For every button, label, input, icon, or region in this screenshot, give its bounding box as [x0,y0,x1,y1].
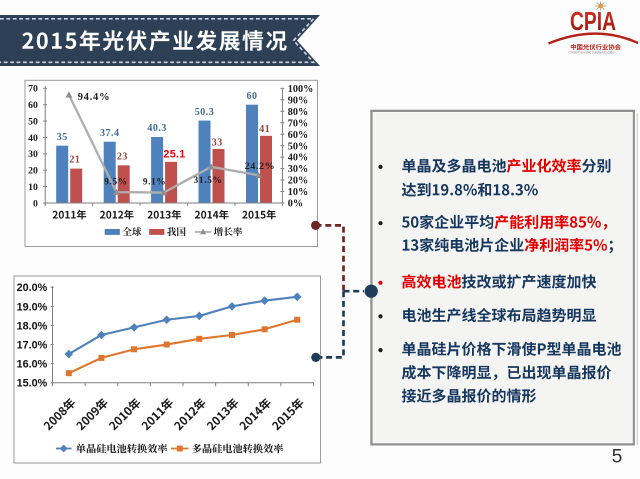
svg-text:19.0%: 19.0% [17,301,48,313]
svg-text:0: 0 [33,198,38,209]
svg-text:20: 20 [28,166,38,177]
svg-text:60: 60 [28,100,38,111]
svg-text:80%: 80% [288,107,308,118]
svg-text:50.3: 50.3 [195,107,215,118]
svg-text:20%: 20% [288,176,308,187]
svg-text:16.0%: 16.0% [17,359,48,371]
svg-text:5: 5 [612,446,623,467]
svg-text:33: 33 [212,138,223,149]
svg-text:100%: 100% [288,84,313,95]
svg-text:60: 60 [247,91,258,102]
svg-text:60%: 60% [288,130,308,141]
svg-text:23: 23 [117,152,128,163]
svg-text:50%: 50% [288,141,308,152]
svg-text:24.2%: 24.2% [245,161,275,172]
svg-text:9.5%: 9.5% [104,177,127,187]
svg-text:40: 40 [28,133,38,144]
svg-text:China Photovoltaic Industry As: China Photovoltaic Industry Association [569,51,616,55]
svg-text:10%: 10% [288,187,308,198]
svg-text:70%: 70% [288,118,308,129]
svg-text:50: 50 [28,116,38,127]
svg-text:41: 41 [259,124,270,135]
svg-text:21: 21 [69,155,80,166]
svg-text:35: 35 [57,132,68,143]
svg-text:CPIA: CPIA [570,6,616,36]
svg-text:40.3: 40.3 [147,123,167,134]
svg-text:70: 70 [28,84,38,95]
svg-text:15.0%: 15.0% [17,378,48,390]
svg-text:18.0%: 18.0% [17,320,48,332]
svg-text:30: 30 [28,149,38,160]
svg-text:31.5%: 31.5% [194,175,223,185]
svg-text:94.4%: 94.4% [78,92,111,103]
svg-text:17.0%: 17.0% [17,339,48,351]
svg-text:0%: 0% [288,199,303,210]
svg-text:30%: 30% [288,164,308,175]
svg-text:9.1%: 9.1% [143,177,166,187]
svg-text:90%: 90% [288,95,308,106]
svg-text:25.1: 25.1 [163,149,185,161]
svg-text:20.0%: 20.0% [17,282,48,294]
svg-text:40%: 40% [288,153,308,164]
svg-text:10: 10 [28,182,38,193]
svg-text:37.4: 37.4 [100,128,120,139]
